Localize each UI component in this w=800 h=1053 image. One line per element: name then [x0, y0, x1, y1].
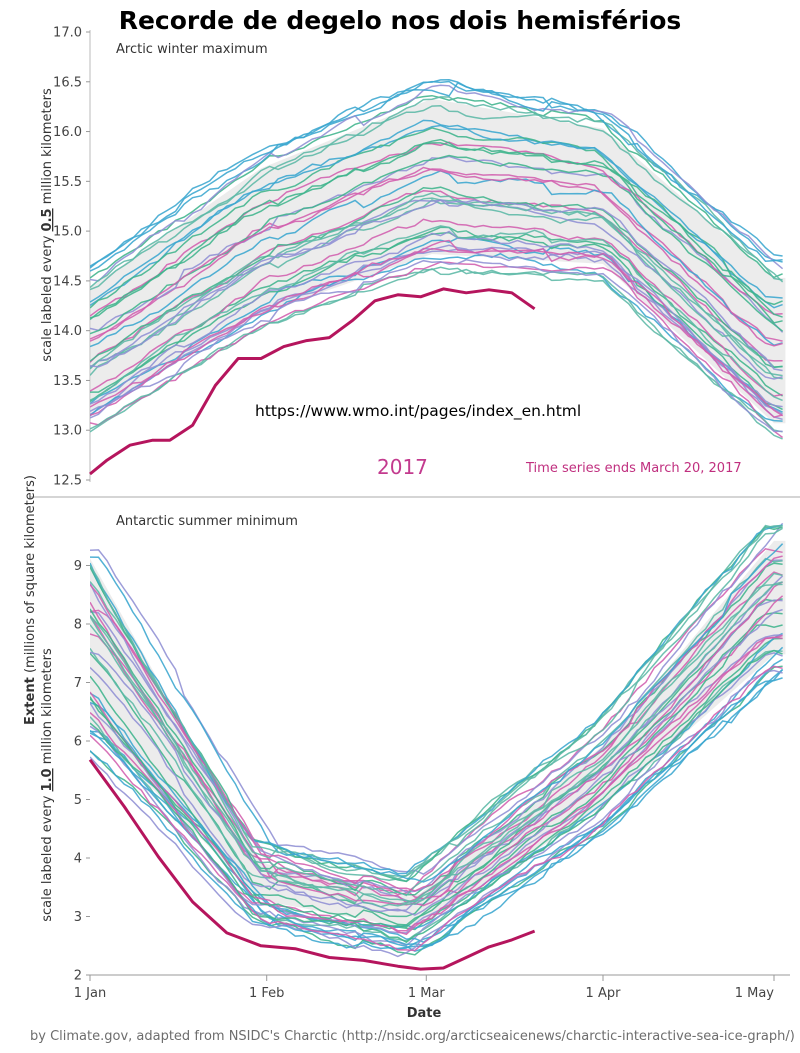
antarctic-record-2017-line — [88, 758, 536, 971]
arctic-historical-line — [90, 247, 783, 419]
antarctic-historical-line — [90, 583, 783, 906]
arctic-y-tick-label: 13.0 — [53, 424, 82, 439]
arctic-historical-line — [90, 81, 783, 269]
bottom-scale-note: scale labeled every 1.0 million kilomete… — [40, 648, 55, 922]
arctic-historical-line — [90, 138, 783, 321]
arctic-y-tick-label: 12.5 — [53, 474, 82, 489]
arctic-y-tick-label: 16.0 — [53, 125, 82, 140]
antarctic-y-tick-label: 6 — [74, 735, 82, 750]
wmo-url-overlay[interactable]: https://www.wmo.int/pages/index_en.html — [255, 402, 581, 421]
arctic-y-tick-label: 14.0 — [53, 324, 82, 339]
arctic-y-tick-label: 14.5 — [53, 274, 82, 289]
y-axis-labels: Extent (millions of square kilometers) s… — [23, 88, 55, 922]
antarctic-panel-title: Antarctic summer minimum — [116, 514, 298, 529]
arctic-historical-line — [90, 186, 783, 369]
arctic-y-tick-label: 15.0 — [53, 225, 82, 240]
x-tick-label: 1 Jan — [74, 986, 106, 1001]
x-tick-label: 1 Apr — [586, 986, 622, 1001]
arctic-y-tick-label: 16.5 — [53, 75, 82, 90]
arctic-historical-line — [90, 142, 783, 324]
antarctic-historical-line — [90, 608, 783, 916]
antarctic-y-tick-label: 4 — [74, 852, 82, 867]
x-tick-label: 1 May — [735, 986, 775, 1001]
arctic-y-tick-label: 15.5 — [53, 175, 82, 190]
antarctic-historical-line — [90, 599, 783, 913]
arctic-historical-series — [90, 79, 784, 440]
antarctic-y-tick-label: 9 — [74, 559, 82, 574]
arctic-historical-line — [90, 154, 784, 335]
arctic-historical-line — [90, 246, 783, 421]
arctic-2017-series — [89, 287, 536, 476]
antarctic-historical-series — [90, 522, 784, 958]
arctic-historical-line — [90, 79, 783, 272]
arctic-historical-line — [90, 225, 783, 402]
source-credit[interactable]: by Climate.gov, adapted from NSIDC's Cha… — [30, 1029, 795, 1044]
arctic-historical-line — [90, 230, 783, 408]
arctic-historical-line — [90, 197, 783, 368]
arctic-historical-line — [90, 192, 783, 377]
antarctic-y-tick-label: 5 — [74, 793, 82, 808]
arctic-historical-line — [90, 199, 783, 380]
arctic-historical-line — [90, 239, 783, 417]
arctic-y-tick-label: 17.0 — [53, 26, 82, 41]
arctic-historical-line — [90, 166, 783, 347]
arctic-historical-line — [90, 119, 783, 303]
antarctic-y-tick-label: 8 — [74, 618, 82, 633]
arctic-historical-line — [90, 252, 783, 422]
page-title: Recorde de degelo nos dois hemisférios — [118, 6, 682, 35]
antarctic-historical-line — [90, 524, 783, 877]
arctic-historical-line — [90, 84, 784, 282]
antarctic-historical-line — [90, 624, 783, 928]
time-series-end-annotation: Time series ends March 20, 2017 — [525, 461, 742, 476]
x-axis-label: Date — [407, 1006, 442, 1021]
x-tick-label: 1 Mar — [408, 986, 446, 1001]
arctic-panel-title: Arctic winter maximum — [116, 42, 268, 57]
arctic-historical-line — [90, 190, 783, 363]
antarctic-historical-line — [90, 595, 784, 907]
antarctic-historical-line — [90, 652, 783, 947]
arctic-panel: Arctic winter maximum 12.5 13.0 13.5 14.0 14… — [53, 26, 786, 489]
antarctic-historical-line — [90, 634, 783, 936]
y-axis-main-label: Extent — [23, 677, 38, 725]
antarctic-y-ticks: 2 3 4 5 6 7 8 9 — [74, 559, 90, 984]
antarctic-historical-line — [90, 649, 783, 944]
antarctic-y-tick-label: 2 — [74, 969, 82, 984]
arctic-historical-line — [90, 80, 783, 267]
arctic-historical-line — [90, 168, 783, 342]
arctic-historical-line — [90, 169, 783, 348]
arctic-historical-line — [90, 198, 783, 372]
year-2017-label: 2017 — [377, 455, 428, 479]
arctic-historical-line — [90, 94, 783, 279]
arctic-y-ticks: 12.5 13.0 13.5 14.0 14.5 15.0 15.5 16.0 16.5 17.0 — [53, 26, 90, 489]
x-tick-label: 1 Feb — [249, 986, 284, 1001]
x-ticks: 1 Jan 1 Feb 1 Mar 1 Apr 1 May — [74, 975, 775, 1001]
arctic-historical-line — [90, 127, 783, 309]
antarctic-historical-line — [90, 677, 783, 951]
antarctic-historical-line — [90, 581, 783, 908]
antarctic-historical-line — [90, 665, 783, 952]
arctic-historical-line — [90, 266, 783, 433]
antarctic-historical-line — [90, 557, 783, 897]
y-axis-unit-label: (millions of square kilometers) — [23, 475, 38, 673]
arctic-y-tick-label: 13.5 — [53, 374, 82, 389]
y-axis-extent-label: Extent (millions of square kilometers) — [23, 475, 38, 725]
antarctic-historical-line — [90, 669, 783, 958]
antarctic-2017-series — [88, 758, 536, 971]
antarctic-historical-line — [90, 543, 784, 883]
antarctic-y-tick-label: 3 — [74, 910, 82, 925]
arctic-historical-line — [90, 259, 783, 433]
arctic-historical-line — [90, 141, 783, 317]
top-scale-note: scale labeled every 0.5 million kilomete… — [40, 88, 55, 362]
arctic-record-2017-line — [89, 287, 536, 476]
antarctic-historical-line — [90, 526, 783, 883]
antarctic-y-tick-label: 7 — [74, 676, 82, 691]
